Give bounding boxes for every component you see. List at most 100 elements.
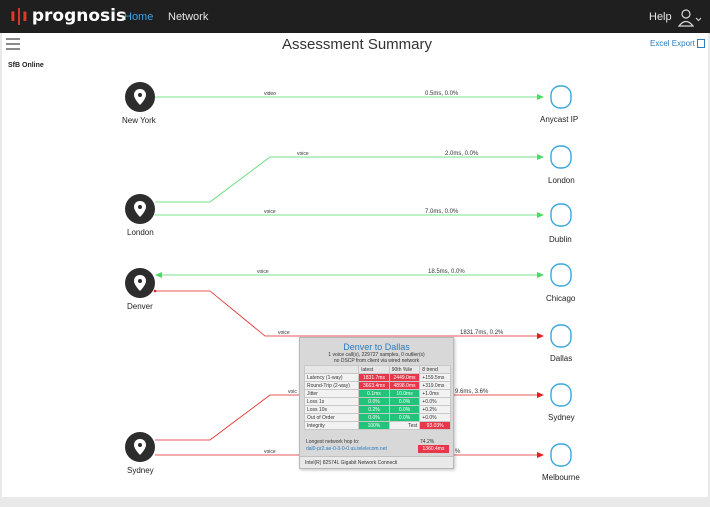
link-denver-chicago[interactable]: voice 18.5ms, 0.0%	[155, 269, 544, 278]
metric-label: Loss 10s	[303, 405, 360, 414]
table-row: Loss 1s 0.0% 0.0% +0.0%	[303, 397, 451, 406]
cloud-icon[interactable]	[550, 263, 572, 287]
destination-label-anycast-ip: Anycast IP	[540, 115, 579, 124]
link-type-label: video	[264, 91, 276, 97]
source-label-new-york: New York	[122, 116, 156, 125]
location-pin-icon[interactable]	[125, 432, 155, 462]
link-metric: %	[455, 449, 461, 455]
link-denver-dallas[interactable]: voice 1831.7ms, 0.2%	[153, 289, 544, 339]
link-type-label: voice	[278, 330, 290, 336]
longest-hop-percent: 74.2%	[420, 439, 435, 445]
table-row: Integrity 100% Test 93.03%	[303, 421, 451, 430]
metric-label: Out of Order	[303, 413, 360, 422]
metric-trend: +319.0ms	[419, 381, 451, 390]
metric-p90: 0.0%	[388, 413, 421, 422]
link-type-label: voic	[288, 389, 297, 395]
metric-p90: 4898.0ms	[388, 381, 421, 390]
cloud-icon[interactable]	[550, 85, 572, 109]
location-pin-icon[interactable]	[125, 194, 155, 224]
prognosis-logo[interactable]: ı|ı prognosis	[10, 6, 126, 26]
metric-trend: +0.2%	[419, 405, 451, 414]
link-newyork-anycast[interactable]: video 0.5ms, 0.0%	[155, 91, 544, 100]
destination-label-dallas: Dallas	[550, 354, 573, 363]
link-london-london[interactable]: voice 2.0ms, 0.0%	[155, 151, 544, 203]
link-type-label: voice	[264, 449, 276, 455]
link-metric: 9.6ms, 3.6%	[455, 389, 489, 395]
table-row: Out of Order 0.0% 0.0% +0.0%	[303, 413, 451, 422]
metric-latest: 0.0%	[358, 413, 390, 422]
link-london-dublin[interactable]: voice 7.0ms, 0.0%	[155, 209, 544, 218]
metric-label: Jitter	[303, 389, 360, 398]
tooltip-subtitle: 1 voice call(s), 229727 samples, 0 outli…	[328, 352, 425, 358]
metric-p90: 10.0ms	[388, 389, 421, 398]
source-label-sydney: Sydney	[127, 466, 154, 475]
cloud-icon[interactable]	[550, 324, 572, 348]
metric-p90: 2449.0ms	[388, 373, 421, 382]
metrics-table: latest 90th %ile 8 trend Latency (1-way)…	[303, 365, 451, 430]
destination-label-chicago: Chicago	[546, 294, 576, 303]
column-header: latest	[358, 365, 390, 374]
link-metric: 7.0ms, 0.0%	[425, 209, 459, 215]
metric-label: Latency (1-way)	[303, 373, 360, 382]
link-type-label: voice	[257, 269, 269, 275]
link-metric: 2.0ms, 0.0%	[445, 151, 479, 157]
location-pin-icon[interactable]	[125, 82, 155, 112]
column-header	[303, 365, 360, 374]
metric-trend: +1.0ms	[419, 389, 451, 398]
metric-trend: +0.0%	[419, 397, 451, 406]
tooltip-subtitle: no DSCP from client via wired network	[333, 358, 420, 364]
metric-trend: +159.5ms	[419, 373, 451, 382]
column-header: 90th %ile	[388, 365, 421, 374]
tooltip-title: Denver to Dallas	[343, 342, 410, 352]
table-row: Latency (1-way) 1831.7ms 2449.0ms +159.5…	[303, 373, 451, 382]
longest-hop-latency: 1360.4ms	[418, 445, 449, 453]
table-header-row: latest 90th %ile 8 trend	[303, 365, 451, 374]
logo-text: prognosis	[31, 6, 127, 26]
metric-label: Loss 1s	[303, 397, 360, 406]
link-type-label: voice	[264, 209, 276, 215]
section-title: SfB Online	[8, 62, 44, 69]
metric-p90: 0.0%	[388, 405, 421, 414]
menu-icon[interactable]	[6, 38, 20, 52]
cloud-icon[interactable]	[550, 383, 572, 407]
nav-network[interactable]: Network	[168, 11, 209, 23]
metric-trend: +0.0%	[419, 413, 451, 422]
link-type-label: voice	[297, 151, 309, 157]
export-icon	[696, 39, 705, 49]
nav-home[interactable]: Home	[124, 11, 154, 23]
metric-label: Integrity	[303, 421, 360, 430]
destination-label-dublin: Dublin	[549, 235, 572, 244]
destination-label-sydney: Sydney	[548, 413, 575, 422]
metric-latest: 100%	[358, 421, 390, 430]
page-title: Assessment Summary	[281, 36, 433, 53]
longest-hop-label: Longest network hop to:	[306, 439, 360, 445]
location-pin-icon[interactable]	[125, 268, 155, 298]
help-link[interactable]: Help	[649, 11, 672, 23]
table-row: Round-Trip (2-way) 3663.4ms 4898.0ms +31…	[303, 381, 451, 390]
link-metric: 0.5ms, 0.0%	[425, 91, 459, 97]
link-metric: 18.5ms, 0.0%	[428, 269, 465, 275]
metric-latest: 0.0%	[358, 397, 390, 406]
table-row: Loss 10s 0.2% 0.0% +0.2%	[303, 405, 451, 414]
cloud-icon[interactable]	[550, 443, 572, 467]
link-metric: 1831.7ms, 0.2%	[460, 330, 504, 336]
metric-trend: 93.03%	[419, 421, 451, 430]
metric-p90: Test	[388, 421, 421, 430]
table-row: Jitter 0.1ms 10.0ms +1.0ms	[303, 389, 451, 398]
logo-mark: ı|ı	[10, 6, 28, 26]
destination-label-london: London	[548, 176, 575, 185]
longest-hop-host-link[interactable]: dal0-pr2.ae-0-3-0-0.us.telelecom.net	[306, 446, 387, 452]
metric-p90: 0.0%	[388, 397, 421, 406]
link-details-tooltip: Denver to Dallas 1 voice call(s), 229727…	[299, 337, 454, 469]
metric-latest: 0.1ms	[358, 389, 390, 398]
source-label-denver: Denver	[127, 302, 153, 311]
excel-export-button[interactable]: Excel Export	[650, 39, 705, 49]
metric-latest: 0.2%	[358, 405, 390, 414]
destination-label-melbourne: Melbourne	[542, 473, 580, 482]
user-icon[interactable]	[678, 9, 702, 27]
cloud-icon[interactable]	[550, 203, 572, 227]
metric-latest: 1831.7ms	[358, 373, 390, 382]
metric-latest: 3663.4ms	[358, 381, 390, 390]
cloud-icon[interactable]	[550, 145, 572, 169]
